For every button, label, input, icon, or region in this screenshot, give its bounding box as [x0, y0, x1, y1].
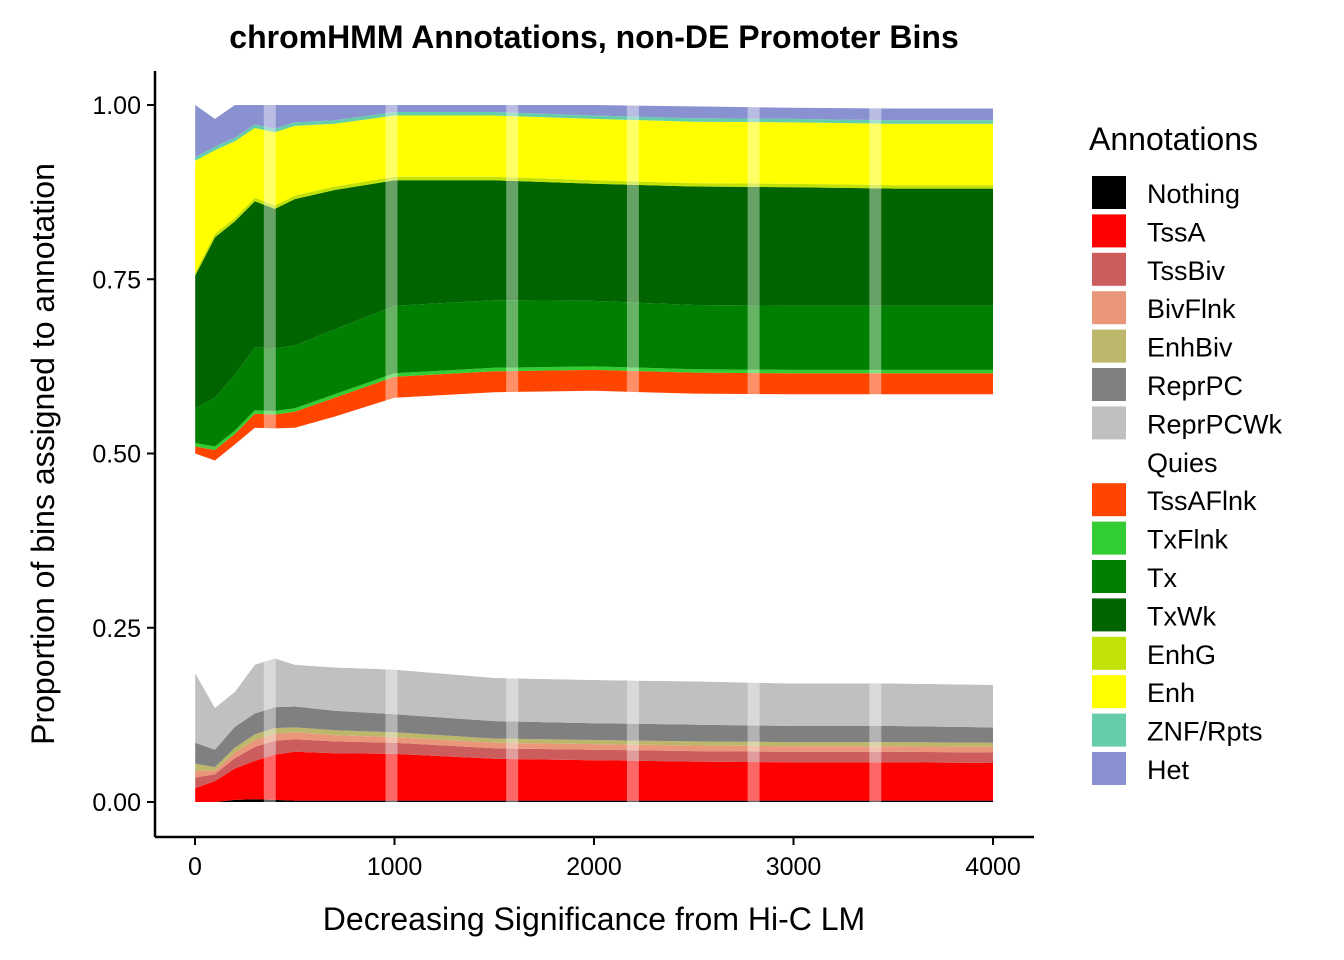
legend-label-reprpcwk: ReprPCWk: [1147, 409, 1283, 439]
y-tick-label: 0.00: [92, 789, 141, 817]
x-axis-title: Decreasing Significance from Hi-C LM: [323, 901, 865, 937]
legend-swatch-txflnk: [1092, 521, 1126, 555]
legend-swatch-reprpc: [1092, 368, 1126, 401]
area-tssa: [195, 751, 993, 802]
legend-swatch-txwk: [1092, 598, 1126, 632]
legend-label-tx: Tx: [1147, 563, 1177, 593]
highlight-band-1: [263, 105, 276, 802]
legend-swatch-enh: [1092, 675, 1126, 709]
legend-label-txwk: TxWk: [1147, 601, 1216, 631]
legend-swatch-tx: [1092, 560, 1126, 593]
y-tick-label: 0.75: [92, 266, 141, 294]
area-reprpc: [195, 706, 993, 768]
legend-swatch-nothing: [1092, 176, 1126, 209]
legend-swatch-reprpcwk: [1092, 406, 1126, 440]
highlight-band-5: [747, 105, 760, 802]
area-reprpcwk: [195, 658, 993, 750]
highlight-band-4: [626, 105, 639, 802]
legend-label-enhg: EnhG: [1147, 640, 1216, 670]
legend-label-tssaflnk: TssAFlnk: [1147, 486, 1257, 516]
highlight-band-6: [869, 105, 882, 802]
legend-swatch-tssaflnk: [1092, 483, 1126, 517]
legend-swatch-znf-rpts: [1092, 713, 1126, 747]
area-enhg: [195, 176, 993, 276]
y-tick-label: 0.50: [92, 441, 141, 469]
legend-label-nothing: Nothing: [1147, 179, 1240, 209]
y-axis-title: Proportion of bins assigned to annotatio…: [25, 163, 61, 745]
area-enh: [195, 115, 993, 273]
legend-label-tssa: TssA: [1147, 217, 1206, 247]
x-tick-label: 2000: [566, 853, 622, 881]
x-tick-label: 0: [188, 853, 202, 881]
legend-label-txflnk: TxFlnk: [1147, 525, 1229, 555]
legend-swatch-het: [1092, 752, 1126, 785]
area-txwk: [195, 180, 993, 409]
chart-title: chromHMM Annotations, non-DE Promoter Bi…: [229, 19, 958, 55]
legend-swatch-tssbiv: [1092, 252, 1126, 286]
legend-label-znf-rpts: ZNF/Rpts: [1147, 717, 1263, 747]
plot-areas: [195, 105, 993, 802]
x-ticks: 0 1000 2000 3000 4000: [188, 837, 1021, 881]
x-tick-label: 4000: [965, 853, 1021, 881]
legend-label-enh: Enh: [1147, 678, 1195, 708]
y-tick-label: 1.00: [92, 92, 141, 120]
legend: Annotations Nothing TssA TssBiv BivFlnk EnhB…: [1089, 121, 1283, 785]
legend-label-het: Het: [1147, 755, 1190, 785]
legend-swatch-bivflnk: [1092, 291, 1126, 325]
x-tick-label: 1000: [367, 853, 423, 881]
y-ticks: 0.00 0.25 0.50 0.75 1.00: [92, 92, 155, 817]
area-quies: [195, 390, 993, 708]
area-tx: [195, 300, 993, 447]
highlight-band-3: [506, 105, 519, 802]
legend-swatch-tssa: [1092, 214, 1126, 248]
legend-label-bivflnk: BivFlnk: [1147, 294, 1236, 324]
legend-title: Annotations: [1089, 121, 1258, 157]
highlight-bands: [263, 105, 882, 802]
legend-label-quies: Quies: [1147, 448, 1218, 478]
area-tssaflnk: [195, 369, 993, 461]
legend-swatch-quies: [1092, 444, 1126, 478]
x-tick-label: 3000: [766, 853, 822, 881]
y-tick-label: 0.25: [92, 615, 141, 643]
highlight-band-2: [385, 105, 398, 802]
area-enhbiv: [195, 727, 993, 771]
legend-swatch-enhbiv: [1092, 329, 1126, 363]
legend-label-enhbiv: EnhBiv: [1147, 333, 1233, 363]
legend-label-tssbiv: TssBiv: [1147, 256, 1226, 286]
area-tssbiv: [195, 739, 993, 789]
legend-label-reprpc: ReprPC: [1147, 371, 1243, 401]
area-bivflnk: [195, 732, 993, 778]
legend-swatch-enhg: [1092, 636, 1126, 670]
area-het: [195, 105, 993, 158]
